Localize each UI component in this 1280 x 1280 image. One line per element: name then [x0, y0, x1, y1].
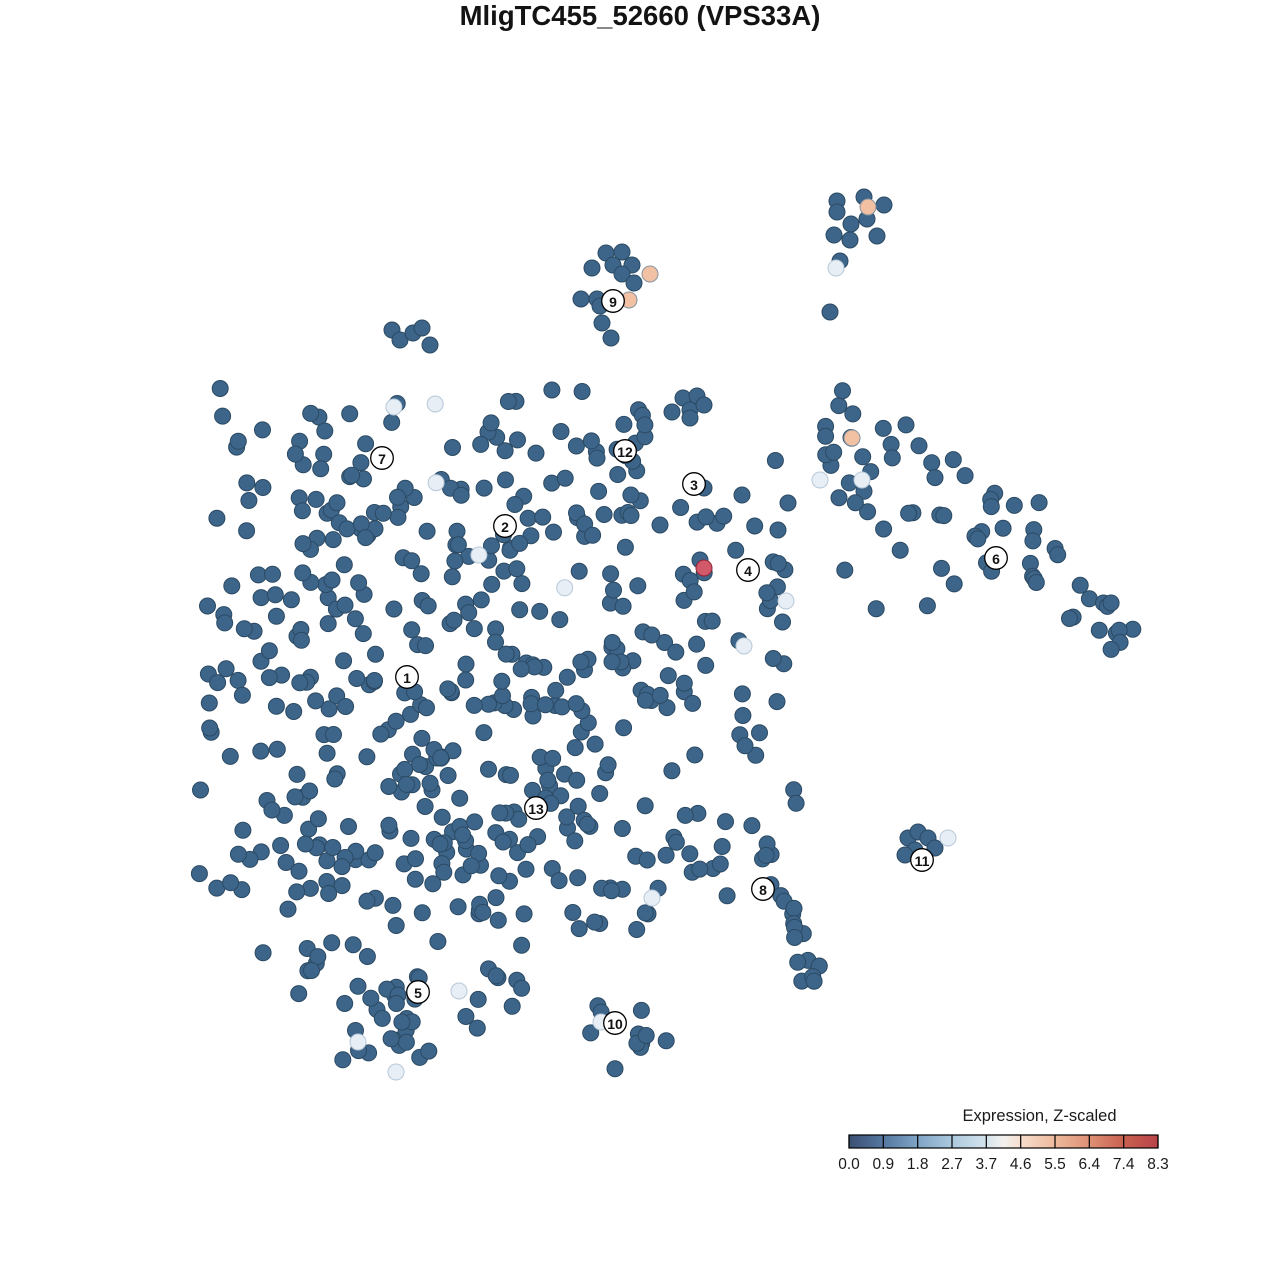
svg-text:5: 5 [414, 985, 422, 1001]
svg-text:1.8: 1.8 [907, 1156, 929, 1173]
svg-text:6: 6 [992, 551, 1000, 567]
svg-text:5.5: 5.5 [1044, 1156, 1066, 1173]
svg-text:3.7: 3.7 [976, 1156, 998, 1173]
svg-text:0.0: 0.0 [838, 1156, 860, 1173]
svg-text:3: 3 [690, 477, 698, 493]
svg-text:4: 4 [744, 563, 752, 579]
svg-text:7.4: 7.4 [1113, 1156, 1135, 1173]
svg-text:Expression, Z-scaled: Expression, Z-scaled [962, 1107, 1116, 1125]
svg-text:8.3: 8.3 [1147, 1156, 1169, 1173]
svg-text:7: 7 [378, 451, 386, 467]
svg-text:1: 1 [403, 670, 411, 686]
svg-text:2.7: 2.7 [941, 1156, 963, 1173]
svg-text:13: 13 [528, 801, 544, 817]
svg-text:9: 9 [609, 294, 617, 310]
svg-text:12: 12 [617, 444, 633, 460]
svg-text:6.4: 6.4 [1079, 1156, 1101, 1173]
svg-text:10: 10 [607, 1016, 623, 1032]
svg-text:0.9: 0.9 [873, 1156, 895, 1173]
svg-text:8: 8 [759, 882, 767, 898]
svg-text:4.6: 4.6 [1010, 1156, 1032, 1173]
svg-text:2: 2 [501, 519, 509, 535]
svg-text:11: 11 [915, 853, 930, 869]
